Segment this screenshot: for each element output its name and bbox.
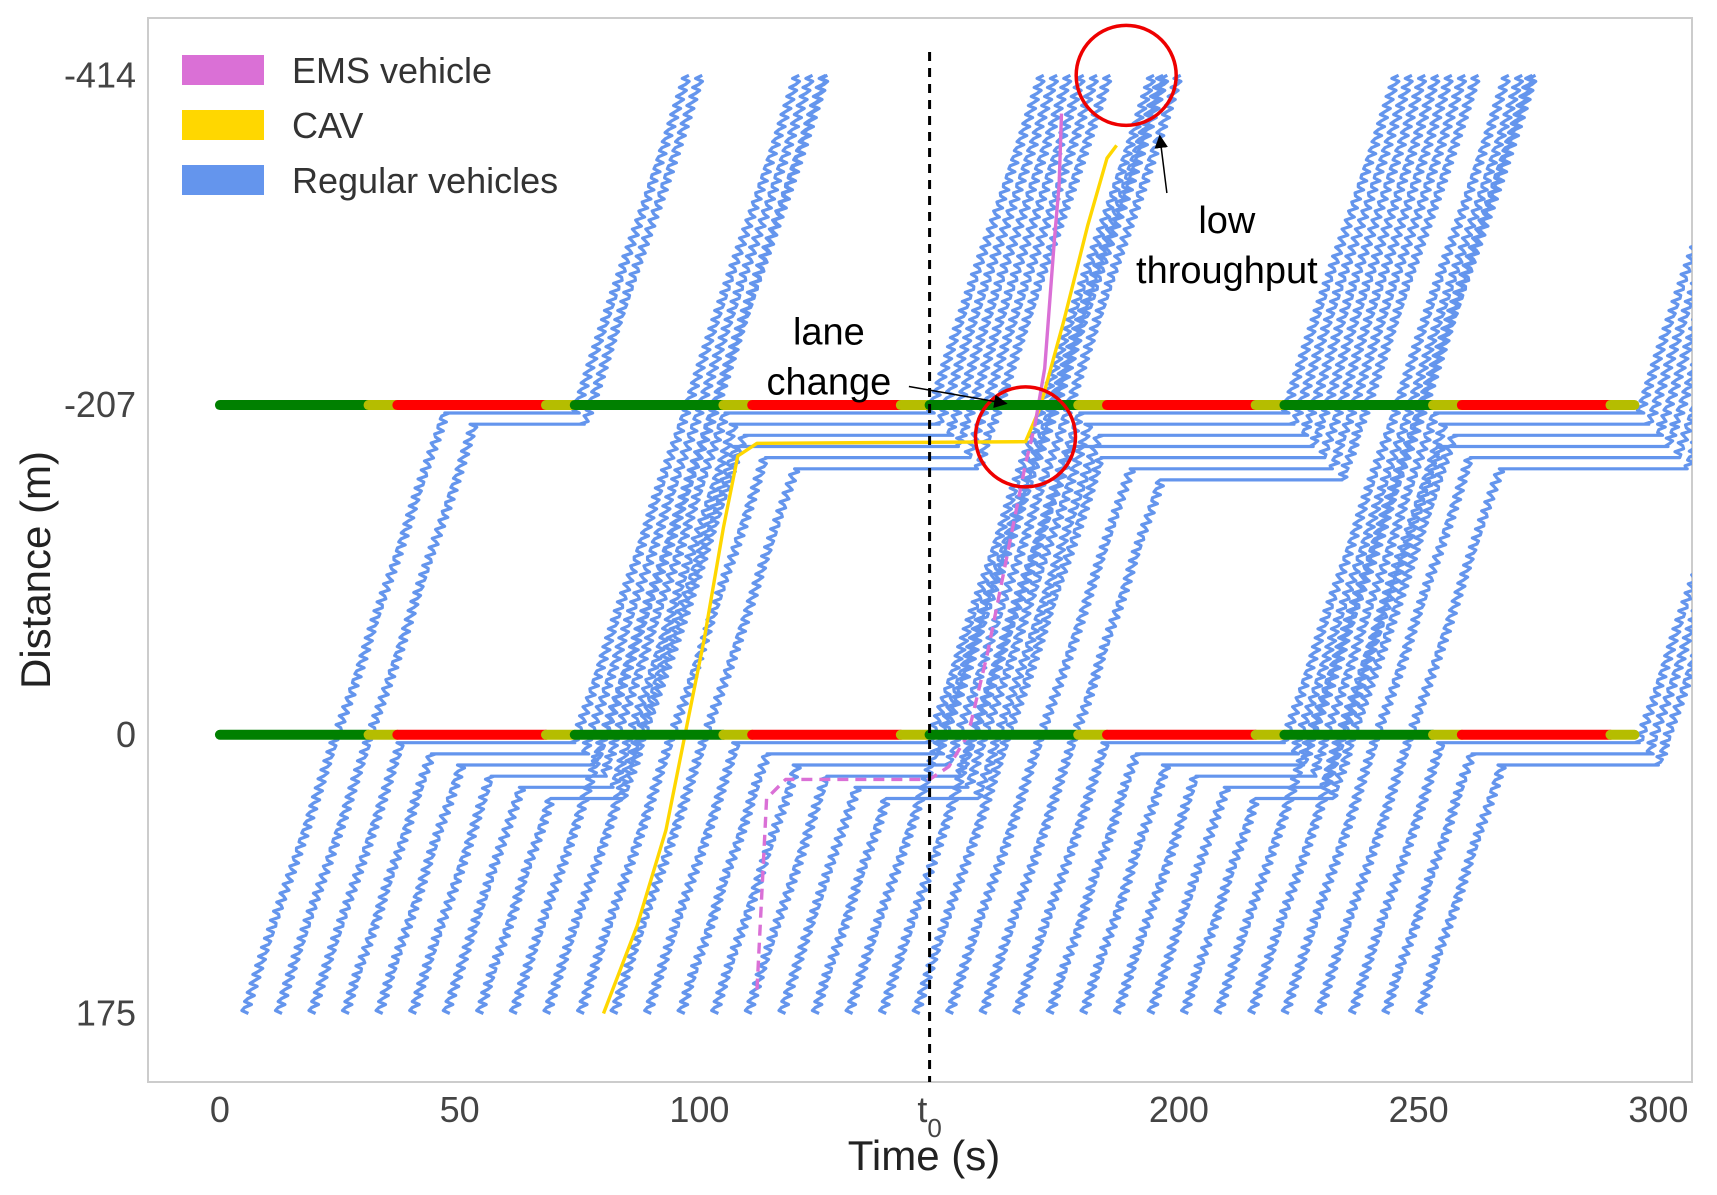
regular-vehicle-trajectory [1146,281,1692,1015]
annotations: lane change low throughput [767,23,1318,489]
regular-vehicle-trajectory [307,73,801,1015]
highlight-circle [1074,23,1178,128]
regular-vehicle-trajectory [1415,653,1692,1015]
signal-bars [214,400,1640,740]
ems-trajectory [1033,113,1064,425]
regular-vehicle-trajectory [978,73,1481,1015]
regular-vehicle-trajectory [810,73,1427,1015]
legend: EMS vehicle CAV Regular vehicles [182,50,558,201]
y-tick-label: -207 [64,384,136,425]
regular-vehicle-trajectory [643,73,1156,1015]
y-tick-label: 175 [76,993,136,1034]
ems-trajectory-dashed [755,423,1037,990]
legend-label: CAV [292,105,363,146]
regular-vehicle-trajectory [273,73,704,1015]
annotation-arrow [908,385,1008,409]
trajectories [240,73,1692,1015]
legend-swatch [182,165,264,195]
x-tick-label: 50 [440,1089,480,1130]
regular-vehicle-trajectory [475,73,1073,1015]
regular-vehicle-trajectory [1314,440,1692,1015]
y-tick-label: -414 [64,54,136,95]
y-axis-ticks: -414 -207 0 175 [64,54,136,1033]
regular-vehicle-trajectory [1045,73,1524,1015]
regular-vehicle-trajectory [609,73,1113,1015]
highlight-circle [973,385,1078,489]
annotation-text: change [767,362,892,404]
y-tick-label: 0 [116,714,136,755]
annotation-text: low [1198,200,1256,242]
x-tick-label: 200 [1149,1089,1209,1130]
regular-vehicle-trajectory [911,73,1454,1015]
regular-vehicle-trajectory [777,73,1414,1015]
regular-vehicle-trajectory [1180,318,1692,1015]
legend-label: Regular vehicles [292,160,558,201]
regular-vehicle-trajectory [1113,245,1692,1015]
annotation-text: throughput [1136,250,1318,292]
regular-vehicle-trajectory [945,73,1467,1015]
regular-vehicle-trajectory [710,73,1183,1015]
x-tick-label: 300 [1628,1089,1688,1130]
legend-label: EMS vehicle [292,50,492,91]
regular-vehicle-trajectory [240,73,691,1015]
regular-vehicle-trajectory [743,73,1401,1015]
y-axis-title: Distance (m) [12,451,59,689]
regular-vehicle-trajectory [1280,400,1692,1015]
x-axis-title: Time (s) [848,1132,1000,1179]
cav-trajectory [601,144,1118,1015]
regular-vehicle-trajectory [878,73,1441,1015]
regular-vehicle-trajectory [508,73,830,1015]
regular-vehicle-trajectory [576,73,1099,1015]
legend-swatch [182,110,264,140]
regular-vehicle-trajectory [441,73,1059,1015]
x-axis-ticks: 0 50 100 t0 200 250 300 [210,1089,1689,1143]
regular-vehicle-trajectory [1247,362,1692,1015]
x-tick-label: 250 [1389,1089,1449,1130]
regular-vehicle-trajectory [408,73,1046,1015]
regular-vehicle-trajectory [542,73,1086,1015]
regular-vehicle-trajectory [1348,573,1692,1015]
legend-swatch [182,55,264,85]
annotation-text: lane [793,312,865,354]
x-tick-label: 100 [669,1089,729,1130]
regular-vehicle-trajectory [1213,73,1535,1015]
x-tick-label: 0 [210,1089,230,1130]
annotation-arrow [1154,134,1168,194]
regular-vehicle-trajectory [1012,73,1511,1015]
regular-vehicle-trajectory [340,73,815,1015]
regular-vehicle-trajectory [1381,609,1692,1015]
